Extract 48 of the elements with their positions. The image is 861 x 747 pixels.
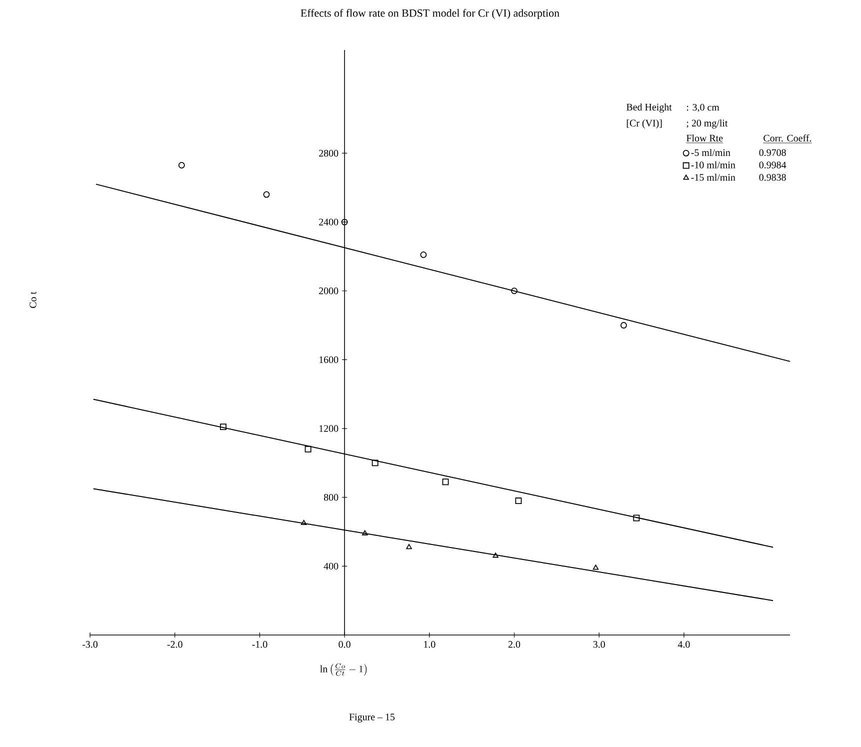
- y-axis-title: Co t: [30, 292, 36, 308]
- x-tick-label: 1.0: [424, 641, 436, 648]
- point: [420, 252, 427, 258]
- y-tick-label: 1600: [319, 356, 338, 364]
- y-tick-label: 800: [324, 494, 338, 501]
- chart-title: Effects of flow rate on BDST model for Cr (VI) adsorption: [300, 8, 560, 20]
- point: [300, 520, 307, 526]
- x-tick-label: 4.0: [678, 641, 690, 648]
- point: [511, 288, 518, 294]
- legend-label: -10 ml/min: [691, 161, 736, 168]
- annotation: 0.9984: [759, 162, 786, 168]
- y-tick-label: 2400: [319, 218, 338, 226]
- point: [442, 478, 449, 486]
- x-tick-label: 2.0: [508, 641, 520, 648]
- text: Figure – 15: [349, 714, 395, 722]
- point: [492, 552, 498, 558]
- point: [406, 544, 412, 550]
- legend-label: -15 ml/min: [691, 174, 736, 181]
- y-tick-label: 2000: [319, 288, 338, 294]
- x-tick-label: -1.0: [252, 641, 268, 648]
- annotation: Corr. Coeff.: [764, 134, 812, 142]
- legend-label: -5 ml/min: [691, 148, 730, 156]
- annotation: Bed Height: [626, 103, 672, 113]
- point: [592, 564, 599, 570]
- annotation: 0.9708: [759, 149, 786, 156]
- point: [178, 162, 185, 169]
- point: [633, 514, 640, 522]
- point: [620, 322, 627, 329]
- point: [220, 424, 226, 430]
- point: [341, 218, 348, 226]
- x-tick-label: -2.0: [167, 641, 182, 648]
- x-axis-title: $\ln\left(\frac{Co}{Ct}-1\right)$: [320, 663, 367, 676]
- x-tick-label: -3.0: [82, 641, 98, 648]
- annotation: 0.9838: [759, 174, 786, 181]
- point: [515, 498, 522, 504]
- y-tick-label: 400: [324, 562, 338, 570]
- y-tick-label: 2800: [319, 150, 338, 157]
- x-tick-label: 0.0: [338, 641, 350, 648]
- y-tick-label: 1200: [319, 425, 338, 432]
- point: [263, 191, 270, 198]
- annotation: : 3,0 cm: [686, 104, 720, 112]
- annotation: Flow Rte: [686, 134, 723, 142]
- annotation: [Cr (VI)]: [626, 119, 662, 129]
- point: [372, 460, 378, 466]
- annotation: ; 20 mg/lit: [686, 119, 728, 129]
- point: [304, 446, 312, 452]
- x-tick-label: 3.0: [593, 641, 605, 648]
- point: [362, 530, 368, 536]
